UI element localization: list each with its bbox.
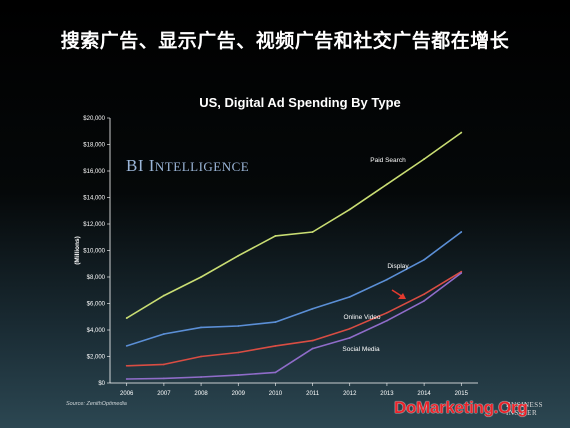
data-point <box>162 333 165 335</box>
data-point <box>125 317 128 319</box>
data-point <box>274 345 277 347</box>
x-tick-label: 2010 <box>269 391 283 397</box>
data-point <box>200 376 202 378</box>
data-point <box>348 295 351 298</box>
data-point <box>200 355 202 358</box>
x-tick-label: 2006 <box>120 391 134 397</box>
x-tick-label: 2015 <box>455 391 469 397</box>
data-point <box>423 158 426 160</box>
series-label-paid-search: Paid Search <box>370 157 406 164</box>
y-tick-label: $14,000 <box>83 196 105 202</box>
data-point <box>311 339 314 342</box>
data-point <box>162 377 165 380</box>
y-tick-label: $20,000 <box>83 116 105 122</box>
series-label-online-video: Online Video <box>343 314 380 321</box>
y-tick-label: $4,000 <box>87 328 106 334</box>
annotations <box>391 289 406 299</box>
y-axis-label: (Millions) <box>74 236 81 265</box>
series-line-display <box>126 231 462 347</box>
y-tick-label: $18,000 <box>83 143 105 149</box>
y-tick-label: $8,000 <box>87 275 106 281</box>
x-tick-label: 2007 <box>157 391 171 397</box>
x-tick-label: 2012 <box>343 391 357 397</box>
data-point <box>423 293 426 296</box>
data-point <box>423 299 426 302</box>
y-tick-label: $12,000 <box>83 222 105 228</box>
data-point <box>162 294 165 297</box>
business-insider-brand: BUSINESS INSIDER <box>506 401 566 417</box>
data-point <box>311 231 314 233</box>
data-point <box>348 337 351 339</box>
logo-rest: INTELLIGENCE <box>148 156 250 175</box>
y-tick-label: $6,000 <box>87 302 106 308</box>
data-point <box>311 347 314 350</box>
arrow-head <box>398 293 406 299</box>
data-point <box>460 231 463 233</box>
data-point <box>386 311 388 314</box>
series-label-social-media: Social Media <box>342 346 380 353</box>
watermark: DoMarketing.Org <box>394 398 528 417</box>
data-point <box>200 326 202 329</box>
data-point <box>125 364 128 367</box>
series-labels: Paid Search Display Online Video Social Med… <box>342 157 409 353</box>
series-line-social-media <box>126 272 462 380</box>
bi-intelligence-logo: BI INTELLIGENCE <box>126 156 249 176</box>
series-label-display: Display <box>387 263 409 270</box>
data-point <box>311 307 314 310</box>
y-tick-label: $16,000 <box>83 169 105 175</box>
source-note: Source: ZenithOptimedia <box>66 401 127 407</box>
data-point <box>125 345 128 347</box>
data-point <box>237 374 240 376</box>
x-tick-label: 2009 <box>232 391 246 397</box>
x-tick-label: 2014 <box>417 391 431 397</box>
headline: 搜索广告、显示广告、视频广告和社交广告都在增长 <box>60 30 510 52</box>
chart-axes: $0 $2,000 $4,000 $6,000 $8,000 $10,000 $12,000… <box>74 116 478 397</box>
data-point <box>274 371 277 374</box>
brand-line-2: INSIDER <box>506 409 538 417</box>
chart-title: US, Digital Ad Spending By Type <box>199 95 401 110</box>
data-point <box>348 208 351 211</box>
data-point <box>386 319 388 322</box>
data-point <box>237 325 240 327</box>
y-tick-label: $2,000 <box>87 355 106 361</box>
brand-line-1: BUSINESS <box>506 401 544 409</box>
x-tick-label: 2013 <box>380 391 394 397</box>
data-point <box>274 235 277 237</box>
x-tick-label: 2008 <box>194 391 208 397</box>
data-point <box>460 272 463 274</box>
data-point <box>274 321 277 323</box>
data-point <box>237 254 240 257</box>
data-point <box>386 183 388 186</box>
data-point <box>200 276 202 278</box>
series-lines <box>125 131 463 380</box>
data-point <box>348 327 351 330</box>
series-line-paid-search <box>126 131 462 319</box>
data-point <box>237 351 240 354</box>
data-point <box>460 270 463 273</box>
y-tick-label: $0 <box>98 381 105 387</box>
x-tick-label: 2011 <box>306 391 320 397</box>
data-point <box>460 131 463 134</box>
data-point <box>162 363 165 366</box>
series-line-online-video <box>126 271 462 367</box>
data-point <box>423 258 426 261</box>
data-point <box>386 278 388 281</box>
logo-main: BI <box>126 156 144 175</box>
data-point <box>125 378 128 380</box>
y-tick-label: $10,000 <box>83 249 105 255</box>
